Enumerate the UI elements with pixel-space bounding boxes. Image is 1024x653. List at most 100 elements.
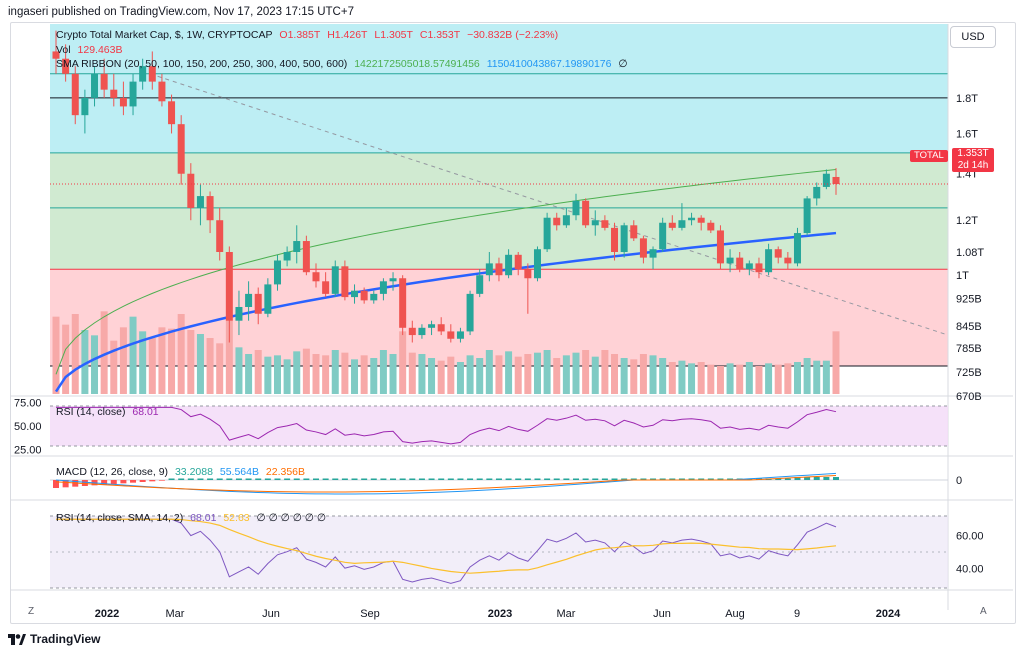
volume-bar [611,354,619,394]
macd-histogram-bar [255,478,262,480]
volume-bar [399,331,407,394]
volume-bar [187,330,195,394]
volume-bar [254,350,262,394]
macd-histogram-bar [245,478,252,480]
candle-body [707,222,715,231]
volume-bar [100,311,108,394]
candle-body [582,200,590,226]
time-axis-label: 2024 [876,608,901,620]
volume-bar [225,320,233,394]
symbol-price-tag: TOTAL [910,150,948,162]
macd-histogram-bar [274,478,281,480]
auto-scale-button[interactable]: A [980,606,987,617]
candle-body [331,266,339,294]
candle-body [784,257,792,264]
candle-body [745,263,753,270]
volume-bar [91,335,99,394]
candle-body [611,227,619,253]
candle-body [514,254,522,270]
volume-bar [322,355,330,394]
volume-bar [659,358,667,394]
main-legend: Crypto Total Market Cap, $, 1W, CRYPTOCA… [56,29,562,41]
macd-histogram-bar [120,480,127,484]
candle-body [495,263,503,276]
last-price-value: 1.353T [957,148,989,159]
volume-bar [601,350,609,394]
macd-legend-v1: 33.2088 [174,466,213,478]
macd-histogram-bar [158,480,165,481]
volume-bar [553,358,561,394]
macd-histogram-bar [264,478,271,480]
macd-histogram-bar [486,478,493,480]
price-axis-label: 725B [956,367,982,379]
volume-bar [389,354,397,394]
macd-histogram-bar [553,478,560,480]
candle-body [485,263,493,276]
candle-body [736,257,744,270]
macd-legend: MACD (12, 26, close, 9) 33.2088 55.564B … [56,466,309,478]
macd-histogram-bar [727,478,734,480]
sma-legend-extra: ∅ [618,58,628,70]
candle-body [148,66,156,82]
currency-button[interactable]: USD [950,26,996,48]
macd-histogram-bar [101,480,108,485]
macd-histogram-bar [187,478,194,480]
volume-bar [456,362,464,394]
macd-histogram-bar [428,478,435,480]
volume-bar [784,363,792,394]
volume-bar [283,359,291,394]
sma-legend-v2: 1150410043867.19890176 [486,58,612,70]
candle-body [418,327,426,336]
candle-body [822,173,830,187]
tradingview-logo-icon [8,633,26,645]
volume-bar [572,352,580,394]
volume-bar [688,363,696,394]
candle-body [408,327,416,336]
candle-body [678,220,686,228]
macd-histogram-bar [418,478,425,480]
candle-body [832,176,840,185]
macd-histogram-bar [53,480,59,488]
volume-bar [71,314,79,394]
vol-legend: Vol 129.463B [56,44,127,56]
tradingview-logo[interactable]: TradingView [8,632,100,646]
candle-body [360,290,368,301]
zone-upper [50,24,948,153]
macd-histogram-bar [640,478,647,480]
volume-bar [505,351,513,394]
candle-body [235,306,243,321]
volume-bar [745,362,753,394]
macd-histogram-bar [178,478,185,480]
candle-body [302,241,310,273]
legend-change: −30.832B (−2.23%) [467,29,559,41]
rsi1-axis-label: 25.00 [14,444,42,456]
candle-body [591,220,599,226]
volume-bar [466,355,474,394]
volume-bar [235,347,243,394]
candle-body [91,73,99,98]
rsi1-legend-value: 68.01 [132,406,159,418]
candle-body [341,266,349,298]
rsi2-band [50,516,948,588]
candle-body [322,281,330,294]
chart-canvas[interactable]: 1.8T1.6T1.4T1.2T1.08T1T925B845B785B725B6… [11,23,1013,621]
volume-bar [591,356,599,394]
volume-bar [216,343,224,394]
zoom-button[interactable]: Z [28,606,35,617]
volume-bar [582,350,590,394]
candle-body [774,249,782,258]
macd-legend-v2: 55.564B [219,466,259,478]
volume-bar [245,354,253,394]
rsi2-line [56,518,837,584]
volume-bar [668,362,676,394]
candle-body [447,331,455,339]
volume-bar [755,366,763,394]
volume-bar [264,356,272,394]
macd-histogram-bar [81,480,88,486]
volume-bar [62,324,70,394]
candle-body [100,73,108,90]
sma-legend-v1: 1422172505018.57491456 [354,58,480,70]
volume-bar [524,354,532,394]
volume-bar [81,330,89,394]
macd-axis-label: 0 [956,475,962,487]
